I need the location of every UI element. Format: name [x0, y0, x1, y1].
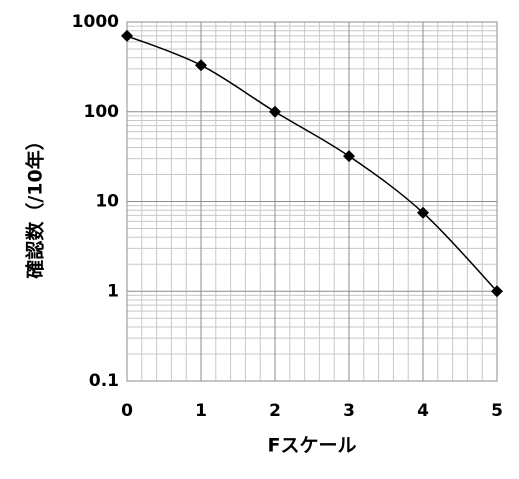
y-tick-label: 0.1	[89, 371, 119, 391]
line	[126, 35, 498, 292]
y-tick-label: 10	[95, 192, 119, 212]
marker	[121, 29, 133, 42]
marker	[343, 150, 355, 163]
marker	[195, 59, 207, 72]
x-tick-label: 5	[491, 401, 503, 421]
y-tick-label: 1000	[72, 12, 119, 32]
marker	[269, 105, 281, 118]
marker	[417, 206, 429, 219]
plot-frame	[126, 21, 498, 382]
marker	[491, 285, 503, 298]
x-tick-label: 1	[195, 401, 207, 421]
x-tick-label: 2	[269, 401, 281, 421]
x-tick-label: 3	[343, 401, 355, 421]
x-tick-label: 0	[121, 401, 133, 421]
x-tick-label: 4	[417, 401, 429, 421]
x-axis-title: Fスケール	[268, 435, 357, 457]
y-tick-label: 100	[84, 102, 120, 122]
y-tick-label: 1	[107, 281, 119, 301]
y-axis-title: 確認数（/10年）	[24, 131, 47, 278]
